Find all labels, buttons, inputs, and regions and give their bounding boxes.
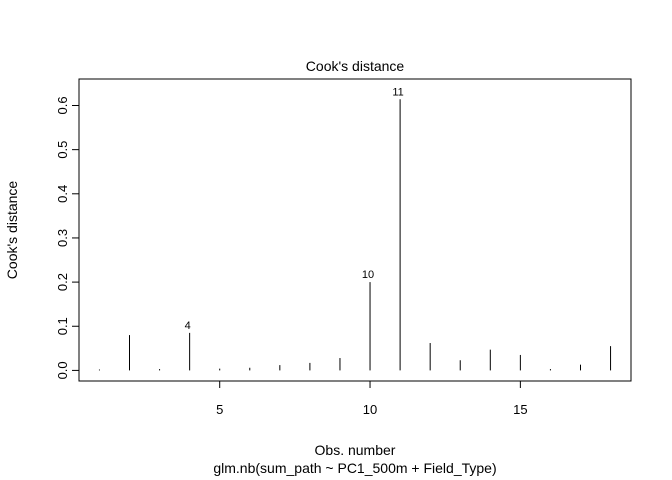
observation-label: 10: [362, 269, 374, 281]
cooks-distance-spikes: [98, 99, 612, 371]
observation-label: 4: [185, 320, 191, 332]
y-tick-label: 0.6: [55, 96, 70, 114]
x-axis: 5 10 15: [216, 380, 528, 417]
y-tick-label: 0.0: [55, 361, 70, 379]
x-tick-label: 10: [363, 402, 377, 417]
point-labels: 4 10 11: [185, 86, 404, 332]
y-tick-label: 0.1: [55, 317, 70, 335]
y-tick-label: 0.5: [55, 141, 70, 159]
model-formula-subtitle: glm.nb(sum_path ~ PC1_500m + Field_Type): [213, 460, 496, 476]
x-axis-label: Obs. number: [315, 442, 396, 458]
plot-frame: [78, 78, 632, 382]
y-tick-label: 0.3: [55, 229, 70, 247]
y-axis-label: Cook's distance: [4, 181, 20, 280]
x-tick-label: 15: [513, 402, 527, 417]
y-tick-label: 0.2: [55, 273, 70, 291]
y-tick-label: 0.4: [55, 185, 70, 203]
observation-label: 11: [392, 86, 403, 98]
y-axis: 0.0 0.1 0.2 0.3 0.4 0.5 0.6: [55, 96, 80, 379]
x-tick-label: 5: [216, 402, 223, 417]
chart-title: Cook's distance: [306, 58, 405, 74]
